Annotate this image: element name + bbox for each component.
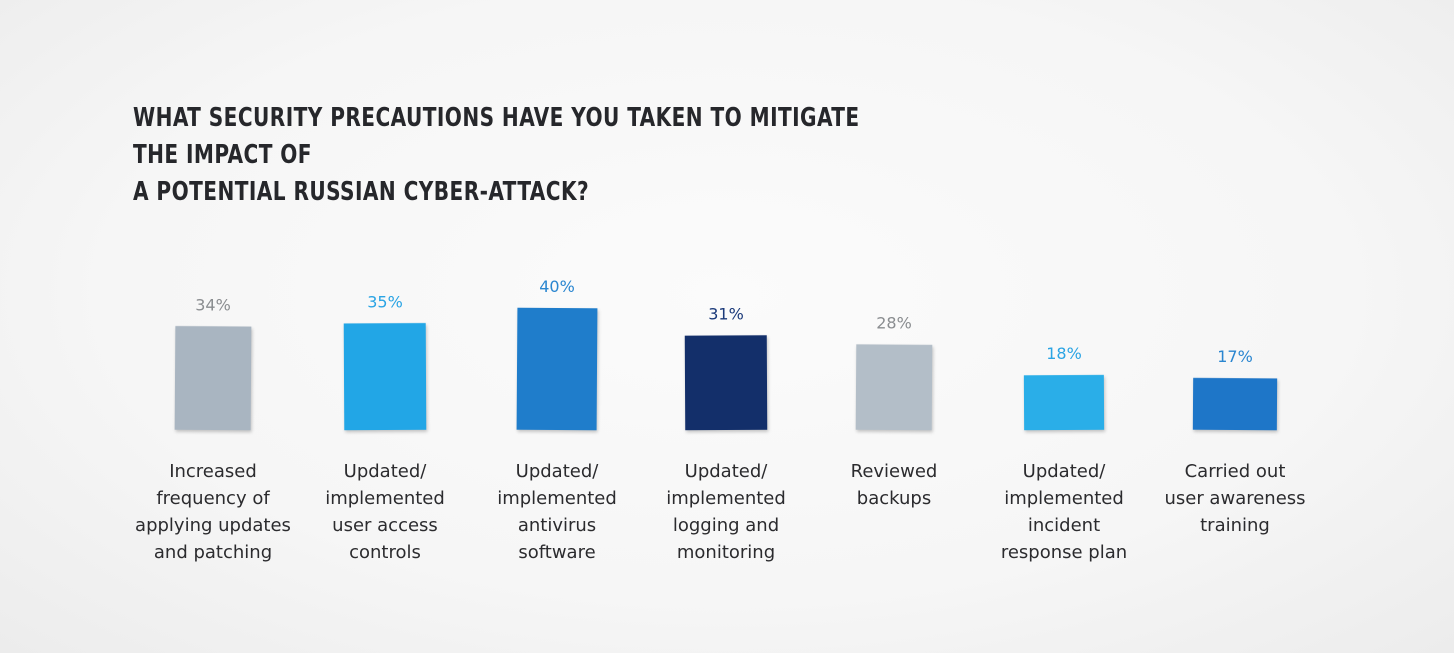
value-label-1: 34% — [195, 295, 231, 314]
category-label-1-line-4: and patching — [154, 542, 272, 563]
category-label-1-line-3: applying updates — [135, 515, 291, 536]
value-label-5: 28% — [876, 314, 912, 333]
category-label-6-line-1: Updated/ — [1023, 461, 1107, 482]
bar-6 — [1023, 374, 1105, 431]
category-labels-group: Increased frequency of applying updates and… — [135, 461, 1306, 563]
bar-2 — [343, 323, 427, 431]
bar-4 — [684, 335, 768, 431]
category-label-6-line-2: implemented — [1004, 488, 1124, 509]
category-label-1: Increased frequency of applying updates and… — [135, 461, 291, 563]
category-label-7: Carried out user awareness training — [1164, 461, 1305, 536]
category-label-1-line-2: frequency of — [156, 488, 270, 509]
chart-title: WHAT SECURITY PRECAUTIONS HAVE YOU TAKEN… — [133, 100, 907, 211]
category-label-4-line-1: Updated/ — [685, 461, 769, 482]
bars-group — [174, 307, 1278, 431]
category-label-5: Reviewed backups — [851, 461, 938, 509]
category-label-2: Updated/implemented user access controls — [325, 461, 445, 563]
value-label-2: 35% — [367, 292, 403, 311]
category-label-6-line-3: incident — [1028, 515, 1100, 536]
chart-title-line-1: WHAT SECURITY PRECAUTIONS HAVE YOU TAKEN… — [133, 103, 860, 170]
bar-7 — [1192, 377, 1278, 431]
value-label-4: 31% — [708, 304, 744, 323]
category-label-5-line-1: Reviewed — [851, 461, 938, 482]
category-label-7-line-2: user awareness — [1164, 488, 1305, 509]
category-label-4-line-2: implemented — [666, 488, 786, 509]
value-label-3: 40% — [539, 277, 575, 296]
category-label-4-line-4: monitoring — [677, 542, 775, 563]
category-label-2-line-1: Updated/ — [344, 461, 428, 482]
category-label-6-line-4: response plan — [1001, 542, 1127, 563]
value-labels-group: 34% 35% 40% 31% 28% 18% 17% — [195, 277, 1253, 366]
category-label-7-line-1: Carried out — [1185, 461, 1286, 482]
category-label-2-line-2: implemented — [325, 488, 445, 509]
bar-1 — [174, 326, 252, 431]
category-label-3-line-1: Updated/ — [516, 461, 600, 482]
chart-title-line-2: A POTENTIAL RUSSIAN CYBER-ATTACK? — [133, 177, 590, 207]
value-label-7: 17% — [1217, 347, 1253, 366]
category-label-7-line-3: training — [1200, 515, 1270, 536]
category-label-4: Updated/implemented logging and monitoring — [666, 461, 786, 563]
category-label-3-line-2: implemented — [497, 488, 617, 509]
category-label-3-line-4: software — [518, 542, 595, 563]
category-label-2-line-3: user access — [332, 515, 438, 536]
bar-3 — [516, 307, 598, 431]
category-label-6: Updated/implemented incident response plan — [1001, 461, 1127, 563]
category-label-3: Updated/implemented antivirus software — [497, 461, 617, 563]
category-label-2-line-4: controls — [349, 542, 421, 563]
category-label-5-line-2: backups — [857, 488, 931, 509]
bar-5 — [855, 344, 933, 431]
value-label-6: 18% — [1046, 344, 1082, 363]
category-label-3-line-3: antivirus — [518, 515, 596, 536]
category-label-1-line-1: Increased — [169, 461, 257, 482]
category-label-4-line-3: logging and — [673, 515, 779, 536]
